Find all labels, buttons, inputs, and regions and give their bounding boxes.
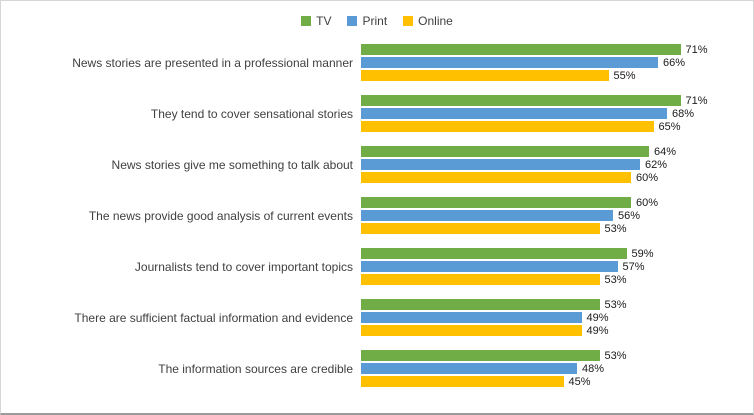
- bar-online: [361, 121, 654, 132]
- bar-line: 55%: [361, 69, 753, 82]
- category-label: The news provide good analysis of curren…: [88, 208, 353, 223]
- legend-label: Online: [418, 14, 453, 28]
- bar-value-label: 64%: [654, 145, 677, 158]
- legend-item-print: Print: [347, 14, 387, 28]
- category-label: They tend to cover sensational stories: [150, 106, 353, 121]
- bar-value-label: 53%: [604, 349, 627, 362]
- bar-value-label: 62%: [645, 158, 668, 171]
- legend-swatch-tv: [301, 16, 312, 26]
- category-label: Journalists tend to cover important topi…: [134, 259, 353, 274]
- bar-value-label: 71%: [685, 43, 708, 56]
- bar-line: 53%: [361, 298, 753, 311]
- bar-value-label: 53%: [604, 222, 627, 235]
- legend-label: TV: [316, 14, 332, 28]
- bar-value-label: 49%: [586, 311, 609, 324]
- bar-tv: [361, 95, 681, 106]
- bar-line: 49%: [361, 324, 753, 337]
- chart-row: News stories give me something to talk a…: [1, 139, 753, 190]
- bar-line: 53%: [361, 273, 753, 286]
- bar-value-label: 48%: [582, 362, 605, 375]
- bar-line: 60%: [361, 196, 753, 209]
- bar-group: 53% 48% 45%: [361, 343, 753, 394]
- bar-value-label: 68%: [672, 107, 695, 120]
- bar-line: 66%: [361, 56, 753, 69]
- bar-value-label: 65%: [658, 120, 681, 133]
- chart-row: The news provide good analysis of curren…: [1, 190, 753, 241]
- bar-value-label: 49%: [586, 324, 609, 337]
- bar-value-label: 71%: [685, 94, 708, 107]
- bar-online: [361, 376, 564, 387]
- bar-value-label: 45%: [568, 375, 591, 388]
- chart-row: The information sources are credible 53% 4…: [1, 343, 753, 394]
- bar-tv: [361, 299, 600, 310]
- bar-value-label: 56%: [618, 209, 641, 222]
- category-label: News stories are presented in a professi…: [72, 55, 353, 70]
- bar-online: [361, 274, 600, 285]
- plot-area: News stories are presented in a professi…: [1, 37, 753, 394]
- bar-line: 68%: [361, 107, 753, 120]
- bar-print: [361, 108, 667, 119]
- bar-print: [361, 312, 582, 323]
- bar-value-label: 55%: [613, 69, 636, 82]
- bar-line: 64%: [361, 145, 753, 158]
- bar-line: 60%: [361, 171, 753, 184]
- chart-row: They tend to cover sensational stories 71…: [1, 88, 753, 139]
- bar-value-label: 66%: [663, 56, 686, 69]
- legend-item-tv: TV: [301, 14, 331, 28]
- bar-online: [361, 70, 609, 81]
- bar-line: 71%: [361, 43, 753, 56]
- bar-line: 59%: [361, 247, 753, 260]
- legend-swatch-print: [347, 16, 358, 26]
- bar-print: [361, 210, 613, 221]
- category-label: There are sufficient factual information…: [74, 310, 353, 325]
- bar-tv: [361, 44, 681, 55]
- bar-online: [361, 325, 582, 336]
- bar-value-label: 53%: [604, 273, 627, 286]
- bar-value-label: 59%: [631, 247, 654, 260]
- bar-print: [361, 159, 640, 170]
- bar-group: 64% 62% 60%: [361, 139, 753, 190]
- bar-value-label: 60%: [636, 196, 659, 209]
- bar-online: [361, 172, 631, 183]
- bar-print: [361, 363, 577, 374]
- legend-label: Print: [362, 14, 388, 28]
- bar-line: 56%: [361, 209, 753, 222]
- bar-tv: [361, 350, 600, 361]
- bar-line: 57%: [361, 260, 753, 273]
- bar-value-label: 53%: [604, 298, 627, 311]
- bar-line: 62%: [361, 158, 753, 171]
- bar-tv: [361, 146, 649, 157]
- bar-value-label: 57%: [622, 260, 645, 273]
- legend-item-online: Online: [403, 14, 453, 28]
- category-label: The information sources are credible: [158, 361, 353, 376]
- bar-print: [361, 57, 658, 68]
- bar-tv: [361, 248, 627, 259]
- chart-legend: TV Print Online: [1, 11, 753, 31]
- category-label: News stories give me something to talk a…: [111, 157, 353, 172]
- bar-value-label: 60%: [636, 171, 659, 184]
- bar-print: [361, 261, 618, 272]
- bar-line: 65%: [361, 120, 753, 133]
- chart-row: There are sufficient factual information…: [1, 292, 753, 343]
- bar-group: 71% 68% 65%: [361, 88, 753, 139]
- bar-group: 71% 66% 55%: [361, 37, 753, 88]
- bar-line: 53%: [361, 349, 753, 362]
- bar-tv: [361, 197, 631, 208]
- bar-line: 48%: [361, 362, 753, 375]
- chart-row: Journalists tend to cover important topi…: [1, 241, 753, 292]
- bar-online: [361, 223, 600, 234]
- bar-line: 49%: [361, 311, 753, 324]
- bar-line: 71%: [361, 94, 753, 107]
- bar-group: 59% 57% 53%: [361, 241, 753, 292]
- bar-line: 45%: [361, 375, 753, 388]
- legend-swatch-online: [403, 16, 414, 26]
- bar-group: 53% 49% 49%: [361, 292, 753, 343]
- bar-line: 53%: [361, 222, 753, 235]
- bar-group: 60% 56% 53%: [361, 190, 753, 241]
- chart-row: News stories are presented in a professi…: [1, 37, 753, 88]
